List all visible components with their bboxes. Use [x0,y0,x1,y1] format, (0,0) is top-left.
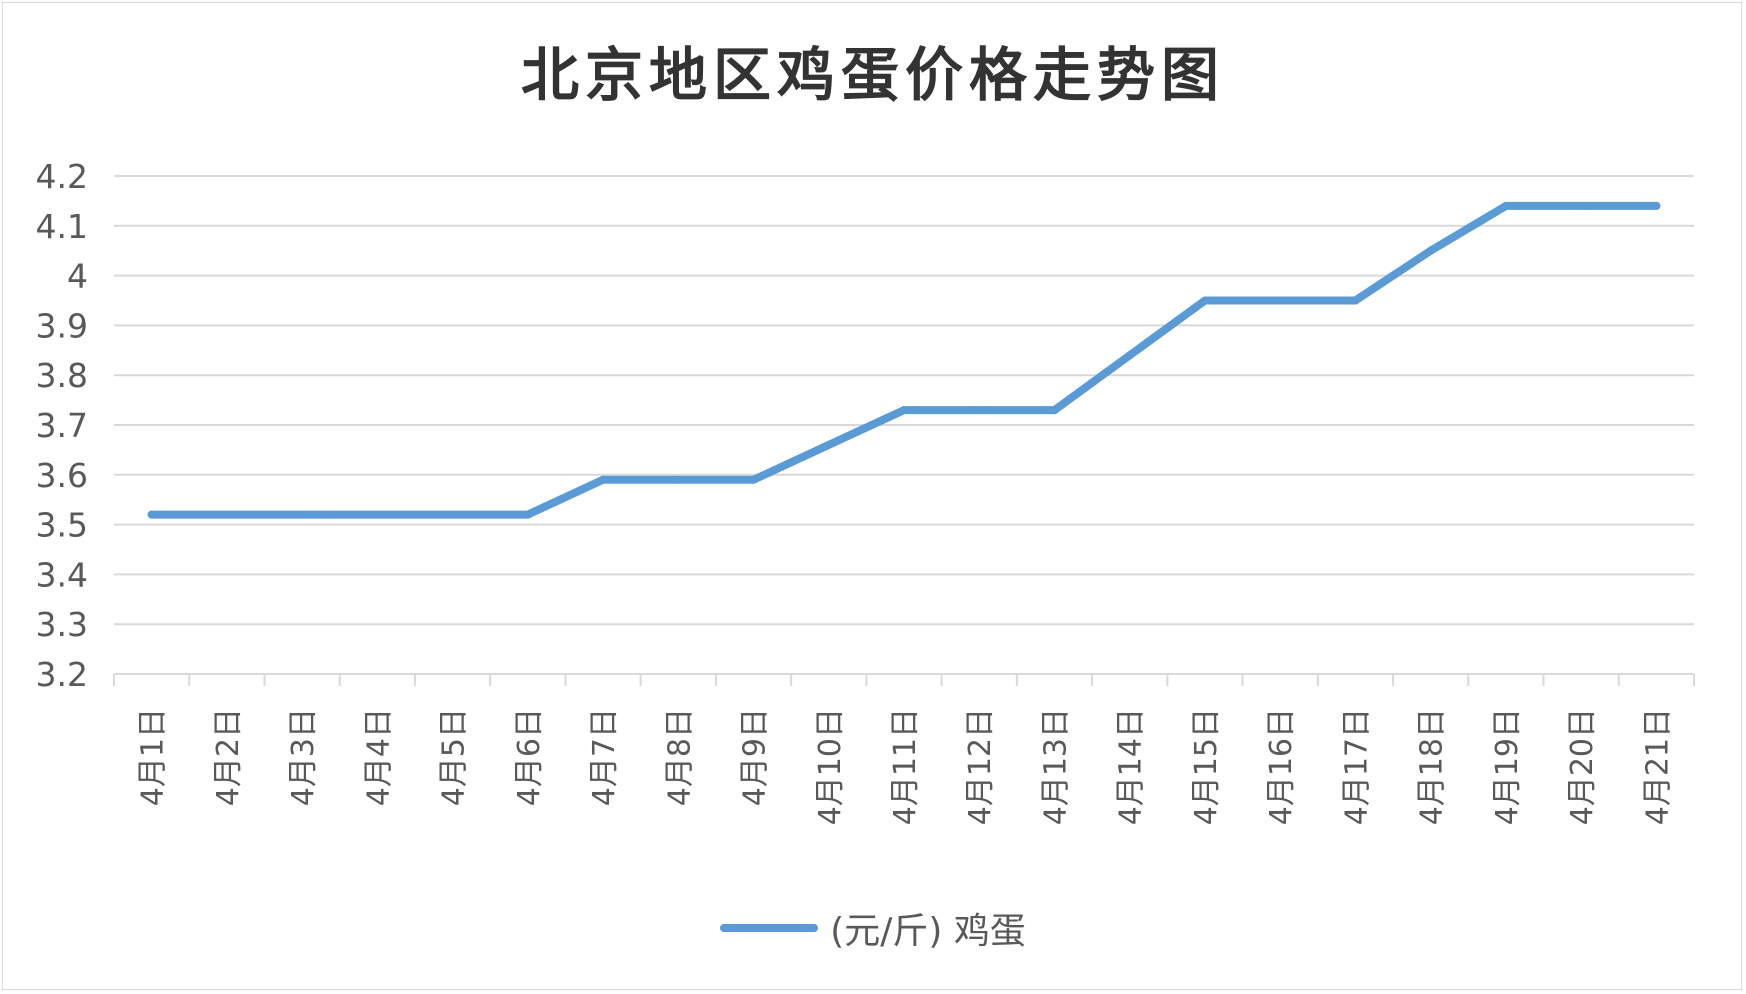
data-point [222,510,231,519]
data-point [749,475,758,484]
x-tick-label: 4月18日 [1415,708,1450,825]
data-point [448,510,457,519]
data-point [1276,296,1285,305]
data-point [1351,296,1360,305]
x-axis-tick-labels: 4月1日 4月2日 4月3日 4月4日 4月5日 4月6日 4月7日 4月8日 4月9日 4月10… [136,708,1676,825]
x-tick-label: 4月15日 [1189,708,1224,825]
x-tick-label: 4月3日 [286,708,321,806]
x-tick-label: 4月19日 [1490,708,1525,825]
data-point [1577,201,1586,210]
data-point [1501,201,1510,210]
x-tick-label: 4月4日 [361,708,396,806]
x-tick-label: 4月16日 [1264,708,1299,825]
x-tick-label: 4月8日 [662,708,697,806]
data-point [975,406,984,415]
data-point [824,440,833,449]
y-tick-label: 3.3 [36,605,88,644]
x-tick-label: 4月13日 [1038,708,1073,825]
y-tick-label: 4.1 [36,207,88,246]
x-tick-label: 4月12日 [963,708,998,825]
y-tick-label: 3.5 [36,506,88,545]
axes [113,673,1695,686]
data-point [599,475,608,484]
legend: (元/斤) 鸡蛋 [0,898,1746,958]
data-point [523,510,532,519]
x-tick-label: 4月5日 [437,708,472,806]
y-tick-label: 4 [67,257,88,296]
y-axis-tick-labels: 3.2 3.3 3.4 3.5 3.6 3.7 3.8 3.9 4 4.1 4.2 [36,157,88,694]
chart-title: 北京地区鸡蛋价格走势图 [520,41,1225,109]
data-point [1050,406,1059,415]
y-tick-label: 3.6 [36,456,88,495]
gridlines [114,175,1694,626]
y-tick-label: 3.9 [36,306,88,345]
data-point [1125,351,1134,360]
x-tick-label: 4月20日 [1565,708,1600,825]
data-point [1200,296,1209,305]
y-tick-label: 3.4 [36,555,88,594]
data-point [298,510,307,519]
x-tick-label: 4月10日 [813,708,848,825]
data-point [373,510,382,519]
data-point [147,510,156,519]
x-tick-label: 4月11日 [888,708,923,825]
data-point [674,475,683,484]
x-tick-label: 4月7日 [587,708,622,806]
x-tick-label: 4月1日 [136,708,171,806]
x-tick-label: 4月2日 [211,708,246,806]
x-tick-label: 4月21日 [1640,708,1675,825]
data-point [900,406,908,415]
y-tick-label: 4.2 [36,157,88,196]
y-tick-label: 3.8 [36,356,88,395]
y-tick-label: 3.2 [36,655,88,694]
legend-label: (元/斤) 鸡蛋 [830,911,1026,952]
x-tick-label: 4月9日 [738,708,773,806]
legend-swatch [720,924,819,932]
x-tick-label: 4月14日 [1114,708,1149,825]
y-tick-label: 3.7 [36,406,88,445]
data-point [1652,201,1661,210]
series-layer [147,201,1661,519]
x-tick-label: 4月6日 [512,708,547,806]
data-point [1426,246,1435,255]
x-tick-label: 4月17日 [1339,708,1374,825]
